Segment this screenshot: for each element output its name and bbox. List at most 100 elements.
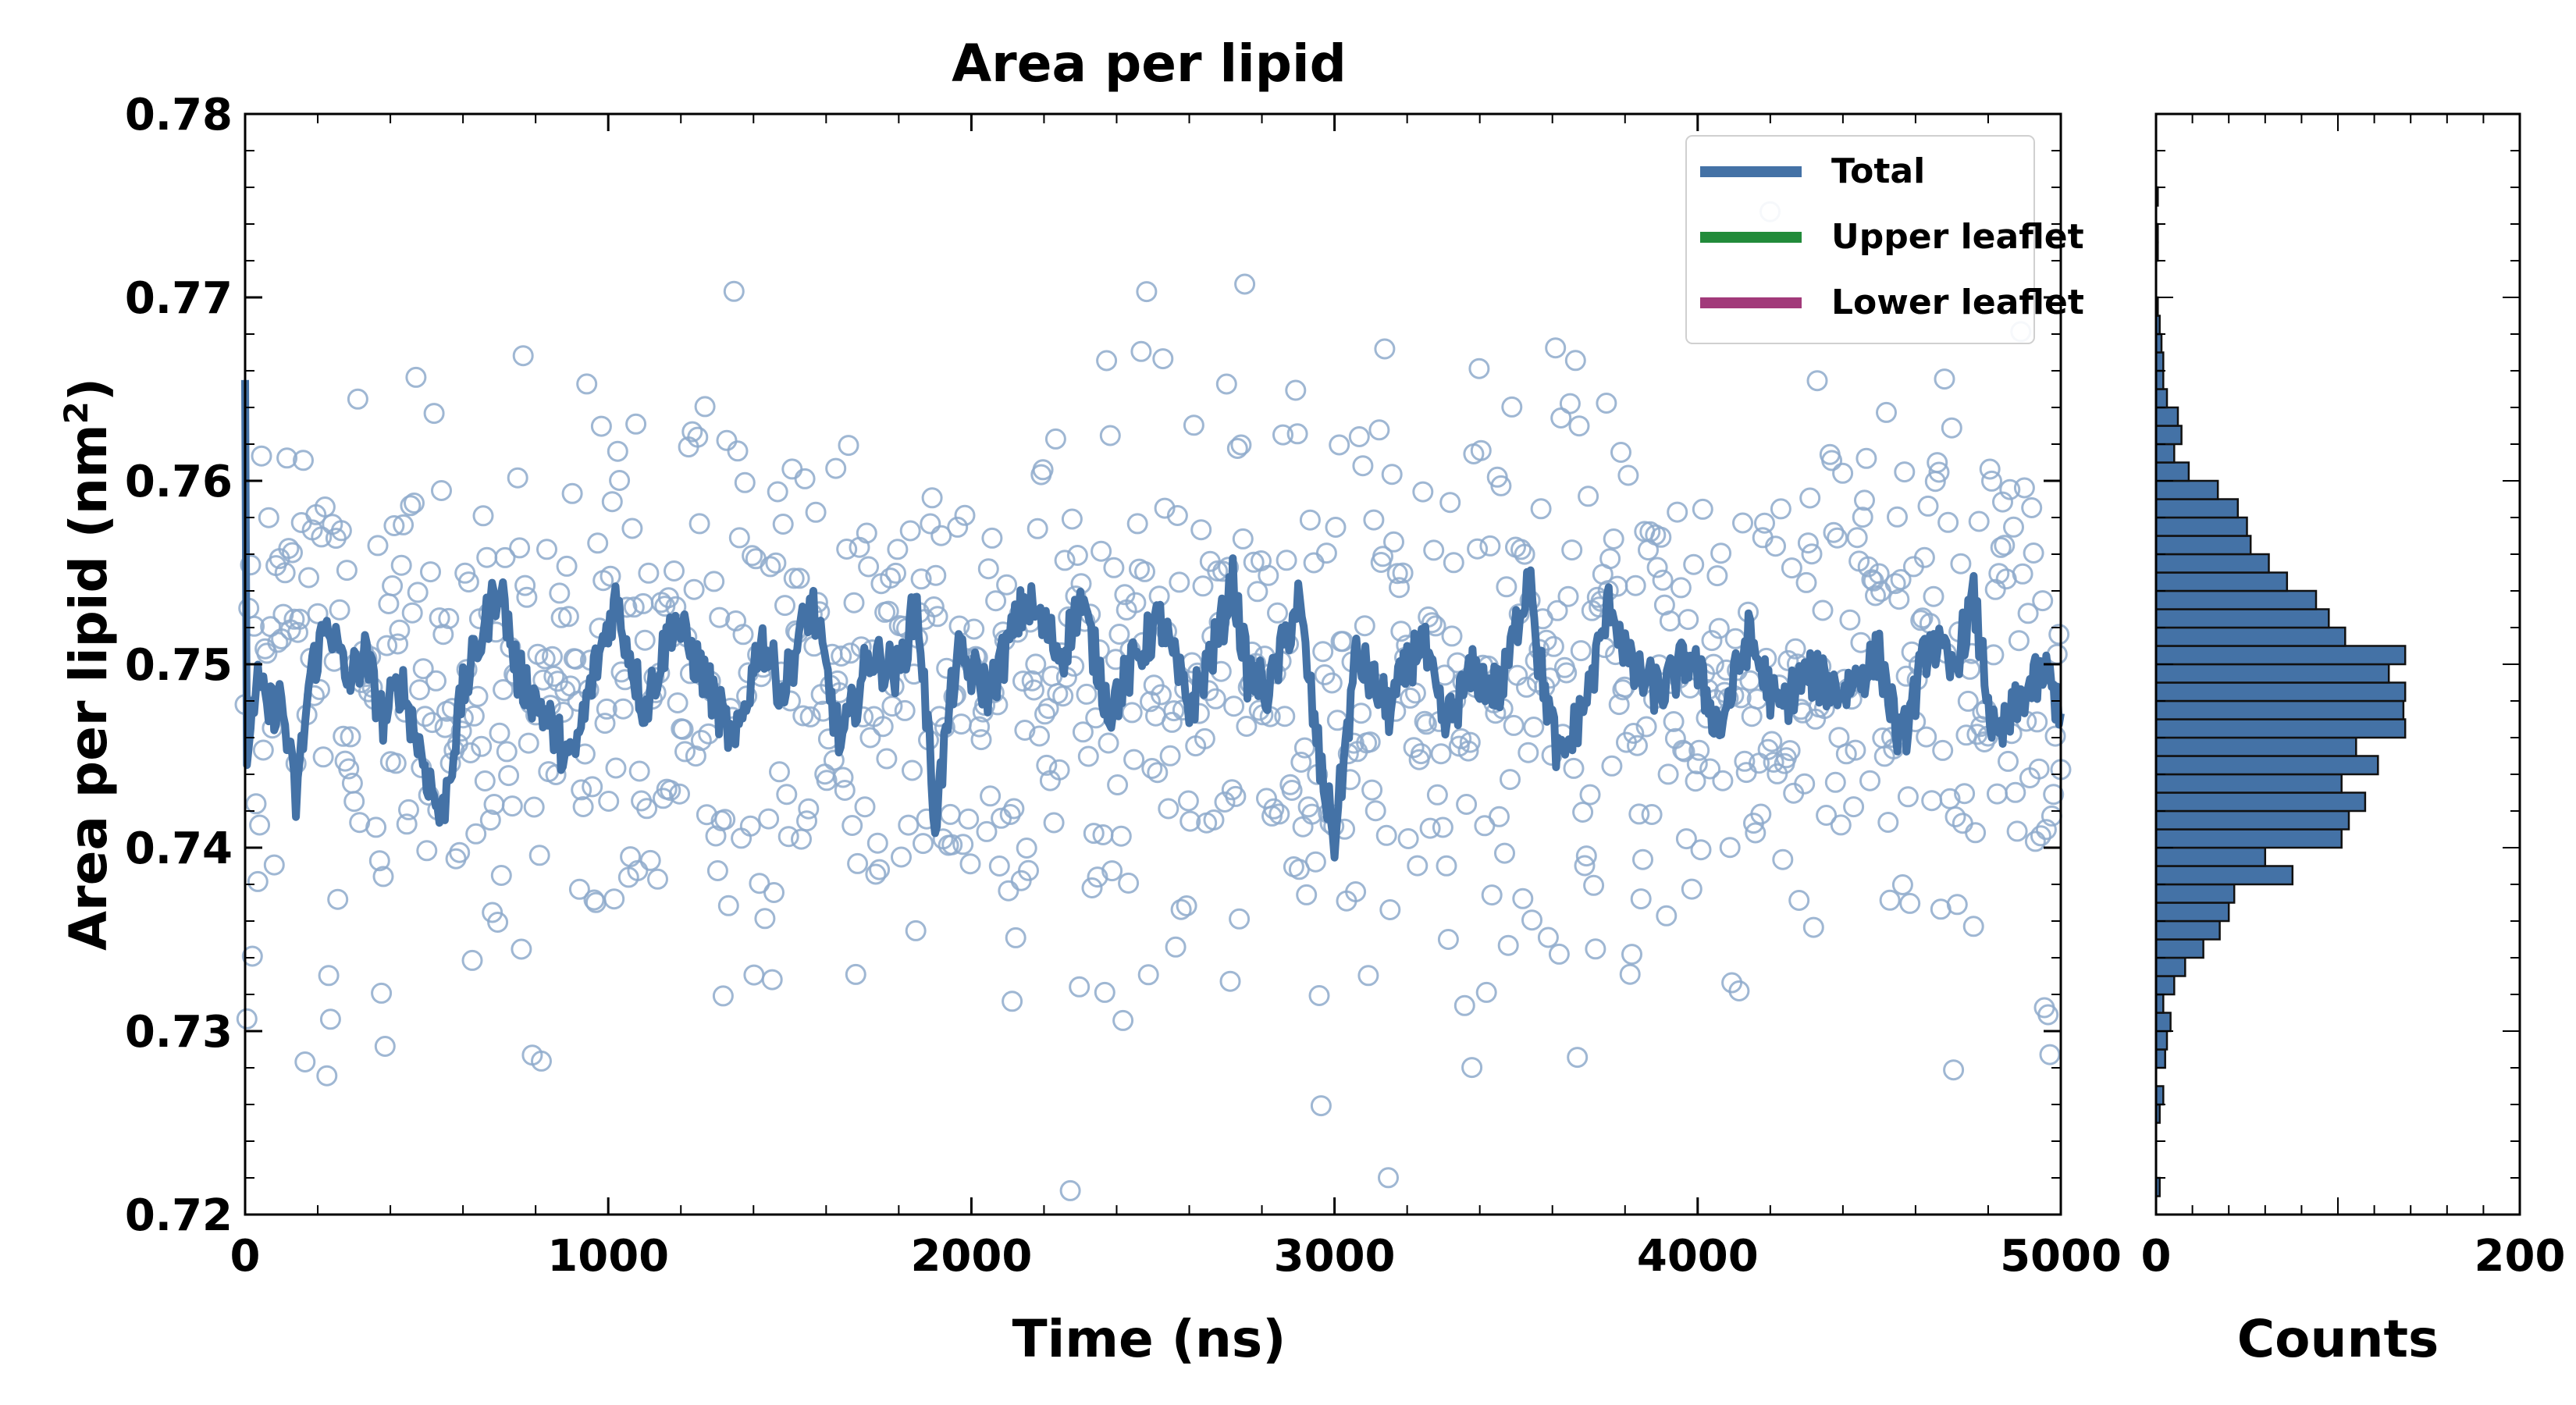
scatter-point bbox=[1381, 464, 1403, 486]
scatter-point bbox=[799, 706, 821, 727]
scatter-point bbox=[1136, 281, 1158, 303]
scatter-point bbox=[1542, 635, 1564, 657]
scatter-point bbox=[728, 527, 750, 549]
scatter-point bbox=[1325, 517, 1347, 538]
scatter-point bbox=[1236, 716, 1258, 737]
scatter-point bbox=[398, 799, 419, 820]
scatter-point bbox=[1596, 393, 1617, 414]
chart-title: Area per lipid bbox=[952, 34, 1347, 94]
scatter-point bbox=[365, 816, 387, 838]
scatter-point bbox=[1118, 872, 1140, 894]
scatter-point bbox=[2030, 825, 2051, 847]
y-axis-label: Area per lipid (nm2) bbox=[57, 378, 119, 951]
scatter-point bbox=[412, 658, 434, 680]
scatter-point bbox=[1559, 393, 1581, 414]
scatter-point bbox=[278, 538, 300, 560]
scatter-point bbox=[531, 1050, 552, 1072]
scatter-point bbox=[1510, 539, 1532, 560]
line-layer bbox=[241, 379, 2065, 862]
scatter-point bbox=[669, 783, 690, 805]
scatter-point bbox=[407, 582, 429, 603]
scatter-point bbox=[1410, 743, 1432, 765]
scatter-point bbox=[1163, 700, 1185, 722]
scatter-point bbox=[489, 722, 511, 744]
y-tick-label: 0.77 bbox=[125, 273, 233, 324]
scatter-point bbox=[969, 716, 991, 738]
histogram-bar bbox=[2154, 773, 2343, 794]
scatter-point bbox=[958, 808, 980, 830]
scatter-point bbox=[1728, 980, 1750, 1001]
scatter-point bbox=[885, 562, 906, 584]
scatter-point bbox=[1690, 839, 1712, 861]
scatter-point bbox=[638, 562, 660, 584]
scatter-point bbox=[1059, 1179, 1081, 1201]
scatter-point bbox=[1852, 507, 1873, 528]
scatter-point bbox=[429, 607, 450, 629]
scatter-point bbox=[1072, 721, 1094, 743]
scatter-point bbox=[1777, 649, 1799, 671]
scatter-point bbox=[576, 373, 598, 395]
scatter-point bbox=[1794, 773, 1816, 795]
histogram-bar bbox=[2154, 479, 2219, 500]
scatter-point bbox=[1999, 478, 2021, 500]
scatter-point bbox=[1770, 498, 1791, 520]
scatter-point bbox=[1583, 874, 1605, 896]
scatter-point bbox=[1563, 757, 1585, 779]
scatter-point bbox=[1585, 938, 1606, 960]
scatter-point bbox=[1835, 743, 1857, 765]
scatter-point bbox=[872, 716, 894, 738]
scatter-point bbox=[283, 608, 305, 630]
scatter-point bbox=[774, 595, 795, 617]
histogram-bar bbox=[2154, 443, 2176, 464]
scatter-point bbox=[556, 555, 578, 577]
scatter-point bbox=[988, 855, 1010, 877]
scatter-point bbox=[836, 539, 858, 560]
scatter-point bbox=[1802, 916, 1824, 938]
scatter-point bbox=[1214, 791, 1236, 813]
scatter-point bbox=[1489, 806, 1510, 827]
x-tick-label: 1000 bbox=[547, 1231, 669, 1282]
scatter-point bbox=[1965, 822, 1987, 844]
scatter-point bbox=[687, 426, 709, 448]
scatter-point bbox=[267, 631, 289, 653]
scatter-point bbox=[1312, 641, 1334, 663]
scatter-point bbox=[694, 396, 716, 418]
scatter-point bbox=[319, 1008, 341, 1030]
scatter-point bbox=[1301, 803, 1323, 825]
scatter-point bbox=[769, 761, 790, 783]
scatter-point bbox=[1359, 731, 1381, 753]
scatter-point bbox=[409, 679, 430, 701]
scatter-point bbox=[493, 679, 514, 700]
scatter-point bbox=[1379, 899, 1401, 920]
scatter-point bbox=[416, 840, 438, 862]
histogram-bar bbox=[2154, 406, 2179, 427]
scatter-point bbox=[2023, 542, 2044, 564]
scatter-point bbox=[1066, 545, 1088, 566]
scatter-point bbox=[2012, 563, 2033, 585]
scatter-point bbox=[1910, 610, 1932, 631]
scatter-point bbox=[450, 720, 472, 742]
x-tick-label: 2000 bbox=[910, 1231, 1032, 1282]
scatter-point bbox=[898, 814, 920, 836]
histogram-bar bbox=[2154, 663, 2390, 684]
scatter-point bbox=[1225, 785, 1247, 807]
histogram-ticks bbox=[2156, 113, 2520, 1215]
scatter-point bbox=[1383, 531, 1404, 553]
scatter-point bbox=[1579, 784, 1601, 806]
scatter-point bbox=[1110, 825, 1132, 847]
scatter-point bbox=[1578, 486, 1599, 507]
scatter-point bbox=[1025, 653, 1047, 675]
scatter-point bbox=[1357, 965, 1379, 987]
scatter-point bbox=[1501, 396, 1523, 418]
legend-label-lower-leaflet: Lower leaflet bbox=[1831, 283, 2084, 322]
scatter-point bbox=[501, 795, 523, 817]
scatter-point bbox=[347, 388, 368, 410]
scatter-point bbox=[869, 859, 891, 880]
histogram-bar bbox=[2154, 681, 2407, 702]
scatter-point bbox=[1450, 727, 1472, 749]
scatter-point bbox=[1772, 848, 1794, 870]
scatter-point bbox=[1099, 425, 1121, 446]
scatter-point bbox=[1293, 737, 1315, 759]
scatter-point bbox=[1656, 905, 1678, 927]
scatter-point bbox=[1461, 1057, 1483, 1079]
